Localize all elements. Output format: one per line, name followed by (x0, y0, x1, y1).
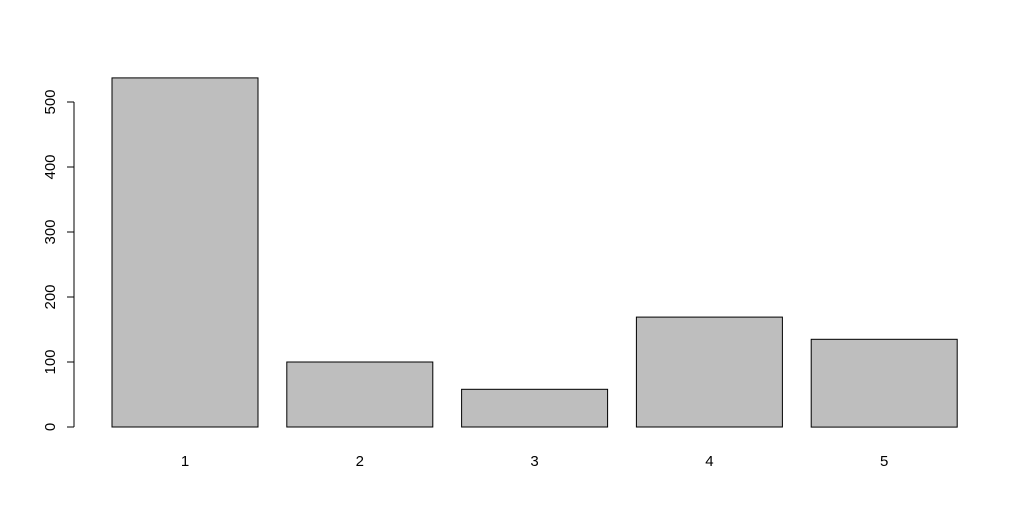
x-tick-label: 4 (705, 453, 713, 470)
bars-group (111, 77, 958, 428)
x-tick-label: 2 (356, 453, 364, 470)
y-tick-label: 500 (42, 89, 59, 114)
bar-1 (111, 77, 259, 428)
bar-5 (810, 338, 958, 428)
x-tick-label: 5 (880, 453, 888, 470)
y-tick-label: 400 (42, 154, 59, 179)
x-tick-label: 1 (181, 453, 189, 470)
y-axis: 0 100 200 300 400 500 (42, 89, 75, 431)
y-tick-label: 200 (42, 284, 59, 309)
x-tick-label: 3 (530, 453, 538, 470)
y-tick-label: 0 (42, 423, 59, 431)
y-tick-label: 300 (42, 219, 59, 244)
bar-2 (286, 361, 434, 428)
x-axis-labels: 1 2 3 4 5 (181, 453, 889, 470)
y-tick-label: 100 (42, 349, 59, 374)
bar-3 (461, 388, 609, 428)
bar-4 (635, 316, 783, 428)
